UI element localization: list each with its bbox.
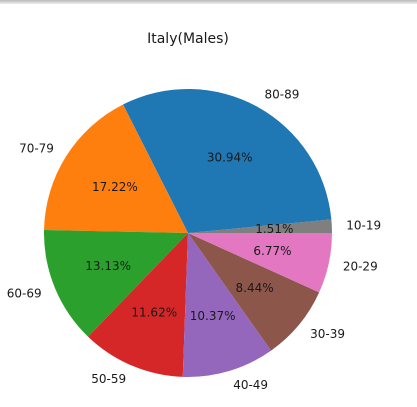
pie-category-label: 80-89 — [264, 87, 299, 101]
pie-percent-label: 11.62% — [131, 306, 177, 320]
pie-category-label: 70-79 — [19, 142, 54, 156]
pie-percent-label: 13.13% — [85, 259, 131, 273]
pie-percent-label: 30.94% — [207, 150, 253, 164]
pie-category-label: 30-39 — [310, 327, 345, 341]
pie-percent-label: 8.44% — [236, 281, 274, 295]
pie-percent-labels: 1.51% 30.94% 17.22% 13.13% 11.62% 10.37%8.44%… — [85, 150, 293, 322]
pie-slice-40-49 — [182, 233, 272, 377]
pie-slice-60-69 — [44, 230, 188, 337]
pie-percent-label: 10.37% — [190, 309, 236, 323]
pie-category-label: 40-49 — [233, 378, 268, 392]
window-top-edge — [0, 0, 417, 4]
pie-slice-50-59 — [88, 233, 188, 377]
pie-percent-label: 1.51% — [255, 222, 293, 236]
pie-slice-30-39 — [188, 233, 320, 351]
pie-slice-10-19 — [188, 219, 332, 233]
pie-slice-20-29 — [188, 233, 332, 293]
pie-category-label: 50-59 — [91, 372, 126, 386]
pie-category-label: 20-29 — [343, 259, 378, 273]
pie-percent-label: 17.22% — [92, 180, 138, 194]
pie-percent-label: 6.77% — [253, 244, 291, 258]
pie-category-label: 10-19 — [346, 218, 381, 232]
pie-slice-80-89 — [123, 89, 332, 233]
pie-category-label: 60-69 — [7, 286, 42, 300]
pie-category-labels: 10-19 80-89 70-79 60-69 50-59 40-49 30-39 20-29 — [7, 87, 381, 392]
pie-slices — [44, 89, 332, 377]
pie-slice-70-79 — [44, 104, 189, 233]
chart-title: Italy(Males) — [147, 31, 229, 47]
